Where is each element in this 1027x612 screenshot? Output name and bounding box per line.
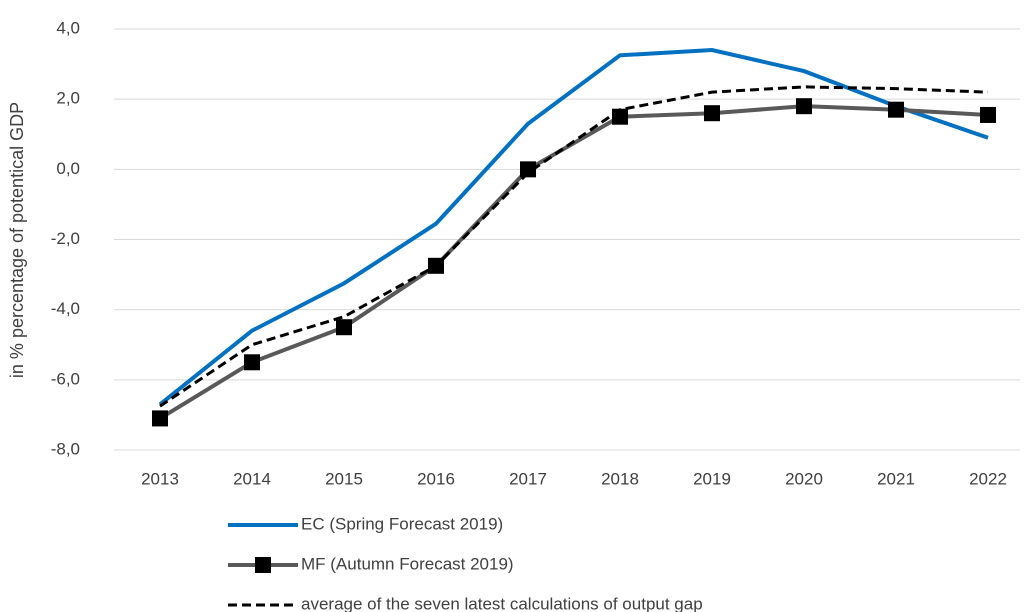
- x-tick-label: 2018: [601, 469, 639, 488]
- x-tick-label: 2021: [877, 469, 915, 488]
- x-tick-label: 2020: [785, 469, 823, 488]
- y-tick-label: 4,0: [56, 18, 80, 37]
- y-tick-label: -2,0: [51, 229, 80, 248]
- x-tick-label: 2019: [693, 469, 731, 488]
- marker: [520, 161, 536, 178]
- x-tick-label: 2022: [969, 469, 1007, 488]
- y-tick-label: 0,0: [56, 159, 80, 178]
- marker: [704, 105, 720, 122]
- marker: [796, 98, 812, 115]
- x-tick-label: 2016: [417, 469, 455, 488]
- x-tick-label: 2013: [141, 469, 179, 488]
- x-tick-label: 2017: [509, 469, 547, 488]
- legend-label: EC (Spring Forecast 2019): [301, 514, 503, 533]
- y-axis-label: in % percentage of potentical GDP: [7, 102, 27, 378]
- x-tick-label: 2014: [233, 469, 271, 488]
- marker: [152, 410, 168, 427]
- legend-marker: [255, 557, 271, 573]
- legend-label: MF (Autumn Forecast 2019): [301, 554, 514, 573]
- marker: [980, 106, 996, 123]
- y-tick-label: -4,0: [51, 299, 80, 318]
- y-tick-label: -6,0: [51, 369, 80, 388]
- legend-label: average of the seven latest calculations…: [301, 594, 703, 612]
- marker: [888, 101, 904, 118]
- x-tick-label: 2015: [325, 469, 363, 488]
- series-line: [158, 104, 989, 421]
- y-tick-label: 2,0: [56, 89, 80, 108]
- marker: [336, 319, 352, 336]
- marker: [244, 354, 260, 371]
- series-line: [159, 85, 989, 408]
- y-tick-label: -8,0: [51, 439, 80, 458]
